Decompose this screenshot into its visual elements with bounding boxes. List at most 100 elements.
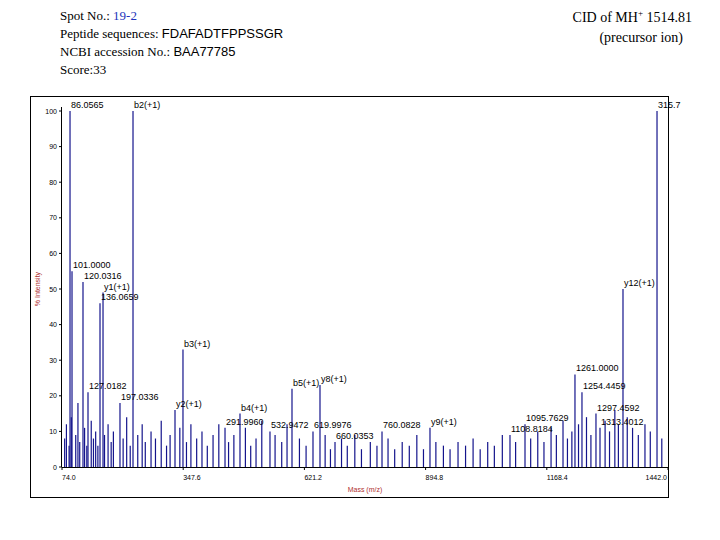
peak xyxy=(604,421,605,467)
peak xyxy=(416,435,417,467)
peak-label: 1108.8184 xyxy=(511,424,553,434)
peak-labels: 86.0565101.0000120.0316y1(+1)136.0659127… xyxy=(71,100,681,441)
peak xyxy=(305,446,306,467)
peak xyxy=(502,435,503,467)
peak xyxy=(79,442,80,467)
peak xyxy=(123,439,124,467)
peak xyxy=(95,431,96,467)
y-tick-label: 20 xyxy=(49,392,57,399)
peak xyxy=(281,442,282,467)
peak xyxy=(250,446,251,467)
peak xyxy=(586,417,587,467)
peak xyxy=(196,439,197,467)
peak xyxy=(599,428,600,467)
peak-label: 660.0353 xyxy=(336,431,374,441)
peak-label: 532.9472 xyxy=(271,420,309,430)
peak xyxy=(107,424,108,467)
peak xyxy=(166,446,167,467)
peak xyxy=(155,439,156,467)
peak xyxy=(494,446,495,467)
peak xyxy=(376,446,377,467)
x-axis-title: Mass (m/z) xyxy=(348,486,383,494)
frame xyxy=(31,97,669,498)
y-tick-label: 70 xyxy=(49,214,57,221)
y-tick-label: 100 xyxy=(45,108,57,115)
peak-label: y2(+1) xyxy=(176,399,202,409)
peak xyxy=(574,374,575,467)
peak xyxy=(102,293,103,467)
peptide-label: Peptide sequences: xyxy=(60,26,159,41)
peak xyxy=(261,421,262,467)
peak-label: 760.0828 xyxy=(383,420,421,430)
peak xyxy=(126,417,127,467)
peak xyxy=(530,439,531,467)
peak xyxy=(590,435,591,467)
peak xyxy=(66,424,67,467)
peak xyxy=(228,442,229,467)
peak xyxy=(567,439,568,467)
peak xyxy=(457,442,458,467)
peak-label: 619.9976 xyxy=(314,420,352,430)
peak-label: 197.0336 xyxy=(121,392,159,402)
peak xyxy=(650,431,651,467)
peak xyxy=(71,271,72,467)
y-axis-title: % Intensity xyxy=(34,271,42,306)
cid-mass: 1514.81 xyxy=(647,10,693,25)
peak xyxy=(113,431,114,467)
peak xyxy=(137,435,138,467)
axes: 010203040506070809010074.0347.6621.2894.… xyxy=(34,107,668,494)
peak xyxy=(578,424,579,467)
peak-label: y8(+1) xyxy=(321,374,347,384)
peak xyxy=(111,442,112,467)
peak xyxy=(661,439,662,467)
y-tick-label: 10 xyxy=(49,428,57,435)
peak-label: 101.0000 xyxy=(73,260,111,270)
x-tick-label: 1168.4 xyxy=(547,474,568,481)
peak xyxy=(145,442,146,467)
peak xyxy=(68,446,69,467)
peak-label: 1261.0000 xyxy=(576,363,619,373)
peak xyxy=(609,431,610,467)
peak xyxy=(381,431,382,467)
peak xyxy=(274,435,275,467)
peak xyxy=(429,428,430,467)
peptide-line: Peptide sequences: FDAFADTFPPSSGR xyxy=(60,26,283,41)
peak-label: 1297.4592 xyxy=(597,403,640,413)
x-axis xyxy=(62,467,668,468)
peak xyxy=(93,439,94,467)
accession-line: NCBI accession No.: BAA77785 xyxy=(60,44,236,59)
y-tick-label: 90 xyxy=(49,143,57,150)
peak xyxy=(595,414,596,467)
peak xyxy=(361,449,362,467)
peak xyxy=(77,403,78,467)
x-tick-label: 74.0 xyxy=(62,474,76,481)
precursor: (precursor ion) xyxy=(599,30,683,46)
peak xyxy=(132,111,133,467)
peak-label: b4(+1) xyxy=(241,403,267,413)
peak xyxy=(86,446,87,467)
y-tick-label: 30 xyxy=(49,357,57,364)
peak xyxy=(644,424,645,467)
peptide-value: FDAFADTFPPSSGR xyxy=(162,26,283,41)
peak xyxy=(64,439,65,467)
peak xyxy=(201,431,202,467)
peak xyxy=(656,111,657,467)
peak xyxy=(179,428,180,467)
peak xyxy=(632,428,633,467)
peak xyxy=(245,428,246,467)
peak xyxy=(142,424,143,467)
x-tick-label: 347.6 xyxy=(183,474,201,481)
accession-label: NCBI accession No.: xyxy=(60,44,170,59)
peak xyxy=(75,435,76,467)
peak xyxy=(84,428,85,467)
peak xyxy=(218,424,219,467)
peak xyxy=(409,446,410,467)
peak-label: b2(+1) xyxy=(134,100,160,110)
header: Spot No.: 19-2Peptide sequences: FDAFADT… xyxy=(60,8,692,77)
peak xyxy=(299,439,300,467)
y-axis xyxy=(61,107,62,467)
peak xyxy=(402,442,403,467)
peak xyxy=(190,424,191,467)
peak-label: y9(+1) xyxy=(431,417,457,427)
peak xyxy=(104,435,105,467)
